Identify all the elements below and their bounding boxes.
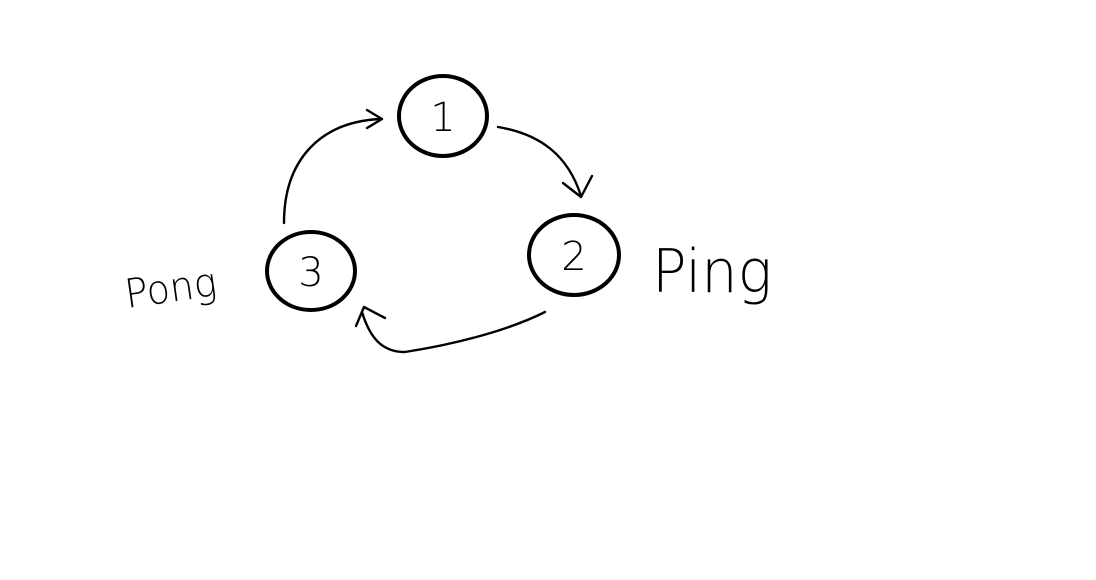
arrow-head-icon	[561, 174, 594, 199]
node-circle	[265, 230, 357, 312]
node-1: 1	[397, 74, 489, 158]
edge-1-to-2	[496, 125, 594, 199]
edge-line	[360, 310, 547, 354]
arrow-head-icon	[365, 108, 384, 130]
node-circle	[397, 74, 489, 158]
node-label: 3	[298, 250, 323, 296]
node-2: 2	[527, 213, 621, 297]
node-label: 1	[430, 95, 455, 141]
edge-3-to-1	[282, 108, 384, 225]
node-circle	[527, 213, 621, 297]
edge-2-to-3	[354, 305, 547, 354]
arrow-head-icon	[354, 305, 387, 328]
node-3: 3	[265, 230, 357, 312]
edge-line	[496, 125, 583, 198]
edge-line	[282, 117, 382, 225]
ping-label: Ping	[652, 237, 772, 307]
node-label: 2	[561, 234, 586, 280]
